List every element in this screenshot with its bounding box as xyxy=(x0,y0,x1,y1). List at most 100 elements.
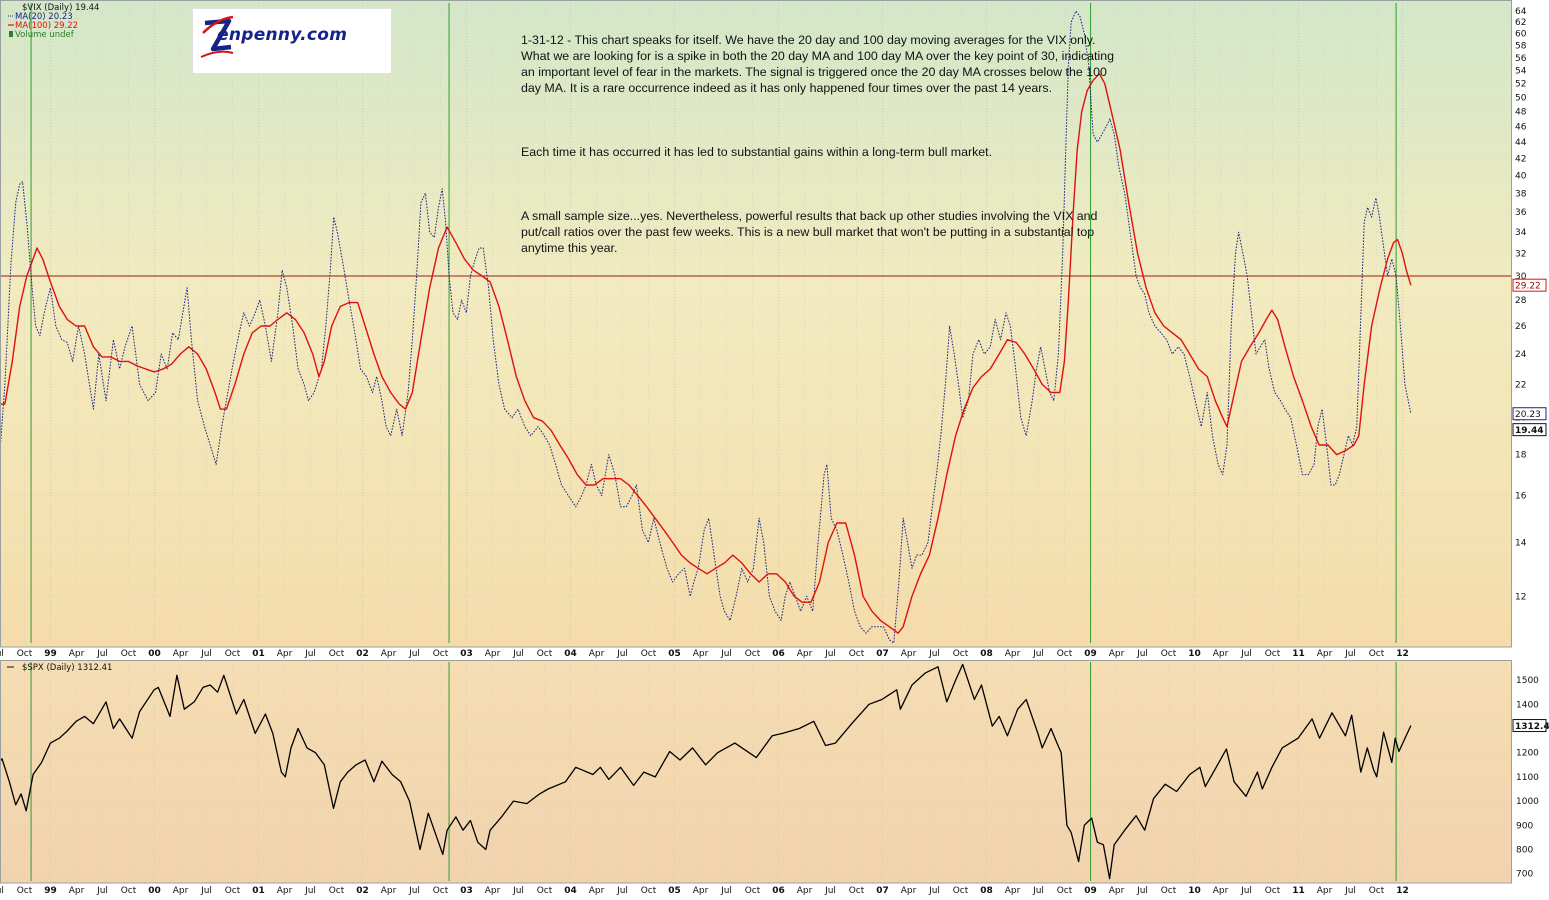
spx-x-tick-label: Jul xyxy=(0,886,4,895)
spx-x-tick-label: 03 xyxy=(460,886,473,895)
vix-x-tick-label: 00 xyxy=(148,649,161,659)
ma20-last-value-box xyxy=(1512,407,1547,421)
spx-y-tick-label: 1400 xyxy=(1516,700,1539,710)
spx-y-tick-label: 1200 xyxy=(1516,749,1539,759)
spx-x-tick-label: Jul xyxy=(824,886,836,895)
spx-y-tick-label: 900 xyxy=(1516,821,1533,831)
vix-x-tick-label: Oct xyxy=(17,649,33,659)
vix-y-tick-label: 26 xyxy=(1515,322,1527,332)
spx-series-line xyxy=(0,663,1412,880)
vix-y-tick-label: 38 xyxy=(1515,189,1527,199)
vix-x-tick-label: 08 xyxy=(980,649,993,659)
vix-y-tick-label: 42 xyxy=(1515,154,1526,164)
vix-x-tick-label: 02 xyxy=(356,649,369,659)
vix-panel-background xyxy=(0,0,1512,647)
last-value-labels: 29.22 20.23 19.44 1312.41 xyxy=(1512,278,1549,733)
vix-x-tick-label: Jul xyxy=(824,649,836,659)
spx-x-tick-label: Oct xyxy=(329,886,345,895)
spx-x-tick-label: Apr xyxy=(797,886,813,895)
spx-x-tick-label: Apr xyxy=(381,886,397,895)
vix-x-tick-label: Jul xyxy=(408,649,420,659)
vix-x-tick-label: Jul xyxy=(0,649,4,659)
vix-y-tick-label: 32 xyxy=(1515,249,1526,259)
spx-x-tick-label: 99 xyxy=(44,886,57,895)
vix-date-strip xyxy=(0,647,1512,660)
vix-x-tick-label: 04 xyxy=(564,649,577,659)
spx-x-tick-label: 05 xyxy=(668,886,681,895)
legend-volume-icon xyxy=(9,31,13,37)
ma20-last-value: 20.23 xyxy=(1515,410,1541,420)
spx-x-tick-label: Jul xyxy=(720,886,732,895)
vix-x-tick-label: Apr xyxy=(1213,649,1229,659)
spx-x-tick-label: Apr xyxy=(1109,886,1125,895)
zenpenny-logo: enpenny.com xyxy=(192,8,392,74)
vix-y-tick-label: 24 xyxy=(1515,350,1527,360)
spx-x-tick-label: Oct xyxy=(849,886,865,895)
vix-x-tick-label: 10 xyxy=(1188,649,1201,659)
vix-x-tick-label: Apr xyxy=(69,649,85,659)
spx-x-tick-label: Oct xyxy=(1161,886,1177,895)
vix-x-tick-label: Jul xyxy=(304,649,316,659)
vix-x-tick-label: Oct xyxy=(121,649,137,659)
spx-x-tick-label: Apr xyxy=(69,886,85,895)
spx-x-tick-label: Oct xyxy=(1057,886,1073,895)
vix-x-tick-label: Jul xyxy=(928,649,940,659)
spx-x-tick-label: Oct xyxy=(953,886,969,895)
vix-x-tick-label: 12 xyxy=(1396,649,1409,659)
spx-x-tick-label: Apr xyxy=(277,886,293,895)
x-axis-ticks: Apr Apr Jul Jul Oct Oct 99 99 Apr Apr Jul Jul Oct Oct… xyxy=(0,649,1409,896)
vix-x-tick-label: Jul xyxy=(1344,649,1356,659)
vix-x-tick-label: Apr xyxy=(485,649,501,659)
spx-x-tick-label: Oct xyxy=(745,886,761,895)
vix-y-tick-label: 28 xyxy=(1515,296,1527,306)
spx-x-tick-label: 01 xyxy=(252,886,265,895)
spx-x-tick-label: Apr xyxy=(901,886,917,895)
vix-x-tick-label: 03 xyxy=(460,649,473,659)
spx-x-tick-label: Jul xyxy=(304,886,316,895)
spx-x-tick-label: Apr xyxy=(1005,886,1021,895)
vix-x-tick-label: Oct xyxy=(329,649,345,659)
vix-x-tick-label: Apr xyxy=(173,649,189,659)
vix-x-tick-label: Oct xyxy=(225,649,241,659)
vix-x-tick-label: Oct xyxy=(537,649,553,659)
vix-x-tick-label: Jul xyxy=(512,649,524,659)
spx-x-tick-label: Jul xyxy=(616,886,628,895)
spx-panel-background xyxy=(0,660,1512,883)
spx-x-tick-label: Oct xyxy=(225,886,241,895)
spx-x-tick-label: Oct xyxy=(121,886,137,895)
vix-legend-entry: Volume undef xyxy=(15,30,75,40)
vix-x-tick-label: Apr xyxy=(1317,649,1333,659)
vix-panel-border xyxy=(0,0,1512,648)
vix-x-tick-label: Jul xyxy=(1032,649,1044,659)
vix-last-value-box xyxy=(1512,423,1547,437)
vix-x-tick-label: Apr xyxy=(1005,649,1021,659)
spx-last-value: 1312.41 xyxy=(1515,722,1549,732)
vix-y-tick-label: 44 xyxy=(1515,138,1527,148)
vix-y-tick-label: 22 xyxy=(1515,380,1526,390)
vix-x-tick-label: Apr xyxy=(797,649,813,659)
spx-y-tick-label: 1000 xyxy=(1516,797,1539,807)
spx-legend-entry: $SPX (Daily) 1312.41 xyxy=(22,663,112,673)
vix-x-tick-label: Apr xyxy=(693,649,709,659)
spx-x-tick-label: Jul xyxy=(1344,886,1356,895)
spx-x-tick-label: Apr xyxy=(485,886,501,895)
spx-x-tick-label: Oct xyxy=(433,886,449,895)
vix-x-tick-label: Jul xyxy=(1240,649,1252,659)
vix-x-tick-label: Jul xyxy=(96,649,108,659)
vix-x-tick-label: Oct xyxy=(849,649,865,659)
vix-y-tick-label: 34 xyxy=(1515,228,1527,238)
y-axis-ticks: 1214161820222426283032343638404244464850… xyxy=(1515,7,1539,880)
spx-x-tick-label: Jul xyxy=(1240,886,1252,895)
spx-x-tick-label: Jul xyxy=(408,886,420,895)
vix-y-tick-label: 56 xyxy=(1515,54,1527,64)
spx-x-tick-label: 10 xyxy=(1188,886,1201,895)
spx-x-tick-label: Apr xyxy=(1317,886,1333,895)
vix-y-tick-label: 46 xyxy=(1515,123,1527,133)
spx-x-tick-label: Apr xyxy=(589,886,605,895)
spx-x-tick-label: 08 xyxy=(980,886,993,895)
vix-legend-entry: $VIX (Daily) 19.44 xyxy=(22,3,99,13)
vix-x-tick-label: 01 xyxy=(252,649,265,659)
vix-x-tick-label: 99 xyxy=(44,649,57,659)
spx-x-tick-label: 07 xyxy=(876,886,889,895)
